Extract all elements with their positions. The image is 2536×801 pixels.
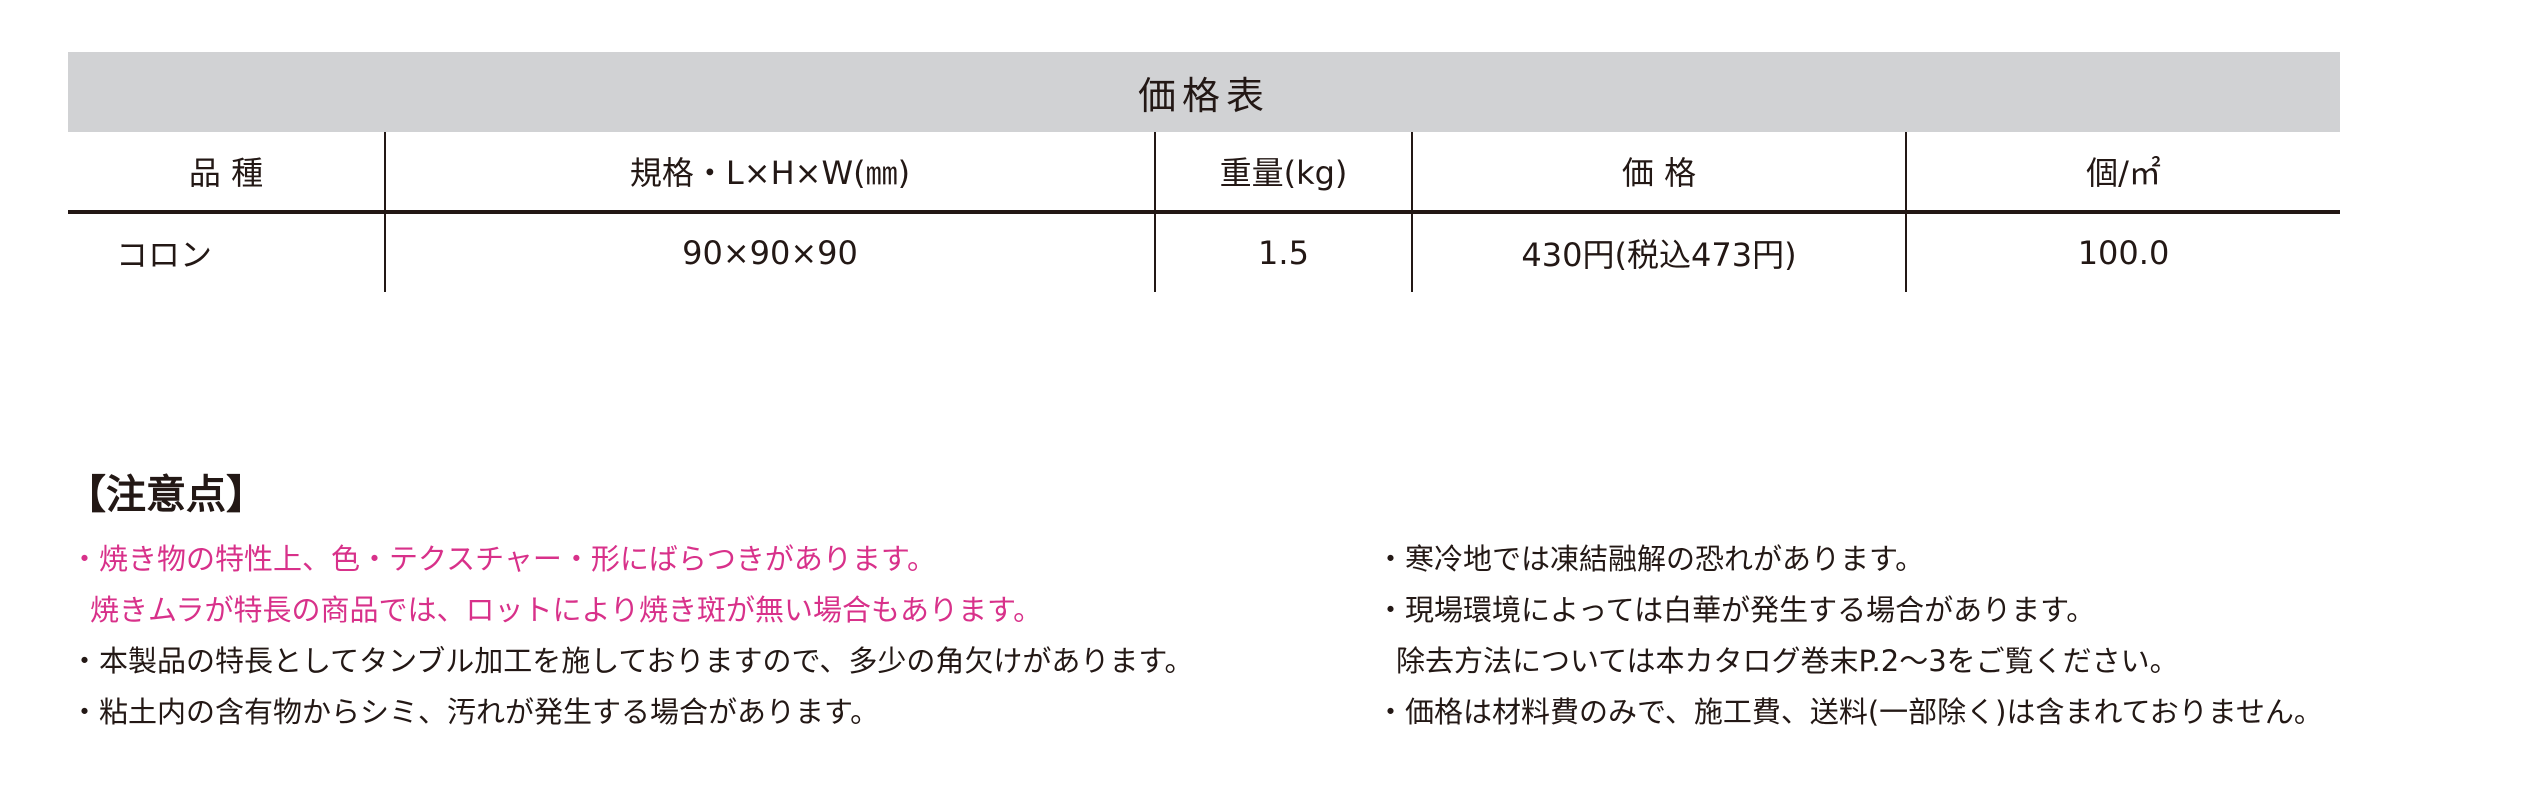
cell-per-m2: 100.0	[1905, 212, 2340, 292]
note-item: 焼きムラが特長の商品では、ロットにより焼き斑が無い場合もあります。	[90, 593, 1043, 627]
note-item: ・価格は材料費のみで、施工費、送料(一部除く)は含まれておりません。	[1376, 695, 2323, 729]
header-per-m2: 個/㎡	[1905, 132, 2340, 214]
note-item: 除去方法については本カタログ巻末P.2～3をご覧ください。	[1396, 644, 2179, 678]
header-product: 品 種	[68, 132, 385, 214]
table-header-row: 品 種 規格・L×H×W(㎜) 重量(kg) 価 格 個/㎡	[68, 132, 2340, 214]
header-size: 規格・L×H×W(㎜)	[384, 132, 1155, 214]
note-item: ・焼き物の特性上、色・テクスチャー・形にばらつきがあります。	[70, 542, 936, 576]
note-item: ・現場環境によっては白華が発生する場合があります。	[1376, 593, 2096, 627]
notes-title: 【注意点】	[66, 472, 266, 518]
table-row: コロン 90×90×90 1.5 430円(税込473円) 100.0	[68, 212, 2340, 292]
price-table: 品 種 規格・L×H×W(㎜) 重量(kg) 価 格 個/㎡ コロン 90×90…	[68, 132, 2340, 292]
cell-size: 90×90×90	[384, 212, 1155, 292]
notes-right-column: ・寒冷地では凍結融解の恐れがあります。 ・現場環境によっては白華が発生する場合が…	[1376, 534, 2323, 738]
note-item: ・粘土内の含有物からシミ、汚れが発生する場合があります。	[70, 695, 880, 729]
cell-product: コロン	[116, 236, 213, 274]
cell-weight: 1.5	[1154, 212, 1412, 292]
header-weight: 重量(kg)	[1154, 132, 1412, 214]
price-table-title: 価格表	[68, 52, 2340, 132]
header-price: 価 格	[1411, 132, 1906, 214]
note-item: ・本製品の特長としてタンブル加工を施しておりますので、多少の角欠けがあります。	[70, 644, 1194, 678]
note-item: ・寒冷地では凍結融解の恐れがあります。	[1376, 542, 1925, 576]
cell-price: 430円(税込473円)	[1411, 212, 1906, 292]
notes-left-column: ・焼き物の特性上、色・テクスチャー・形にばらつきがあります。 焼きムラが特長の商…	[70, 534, 1193, 738]
